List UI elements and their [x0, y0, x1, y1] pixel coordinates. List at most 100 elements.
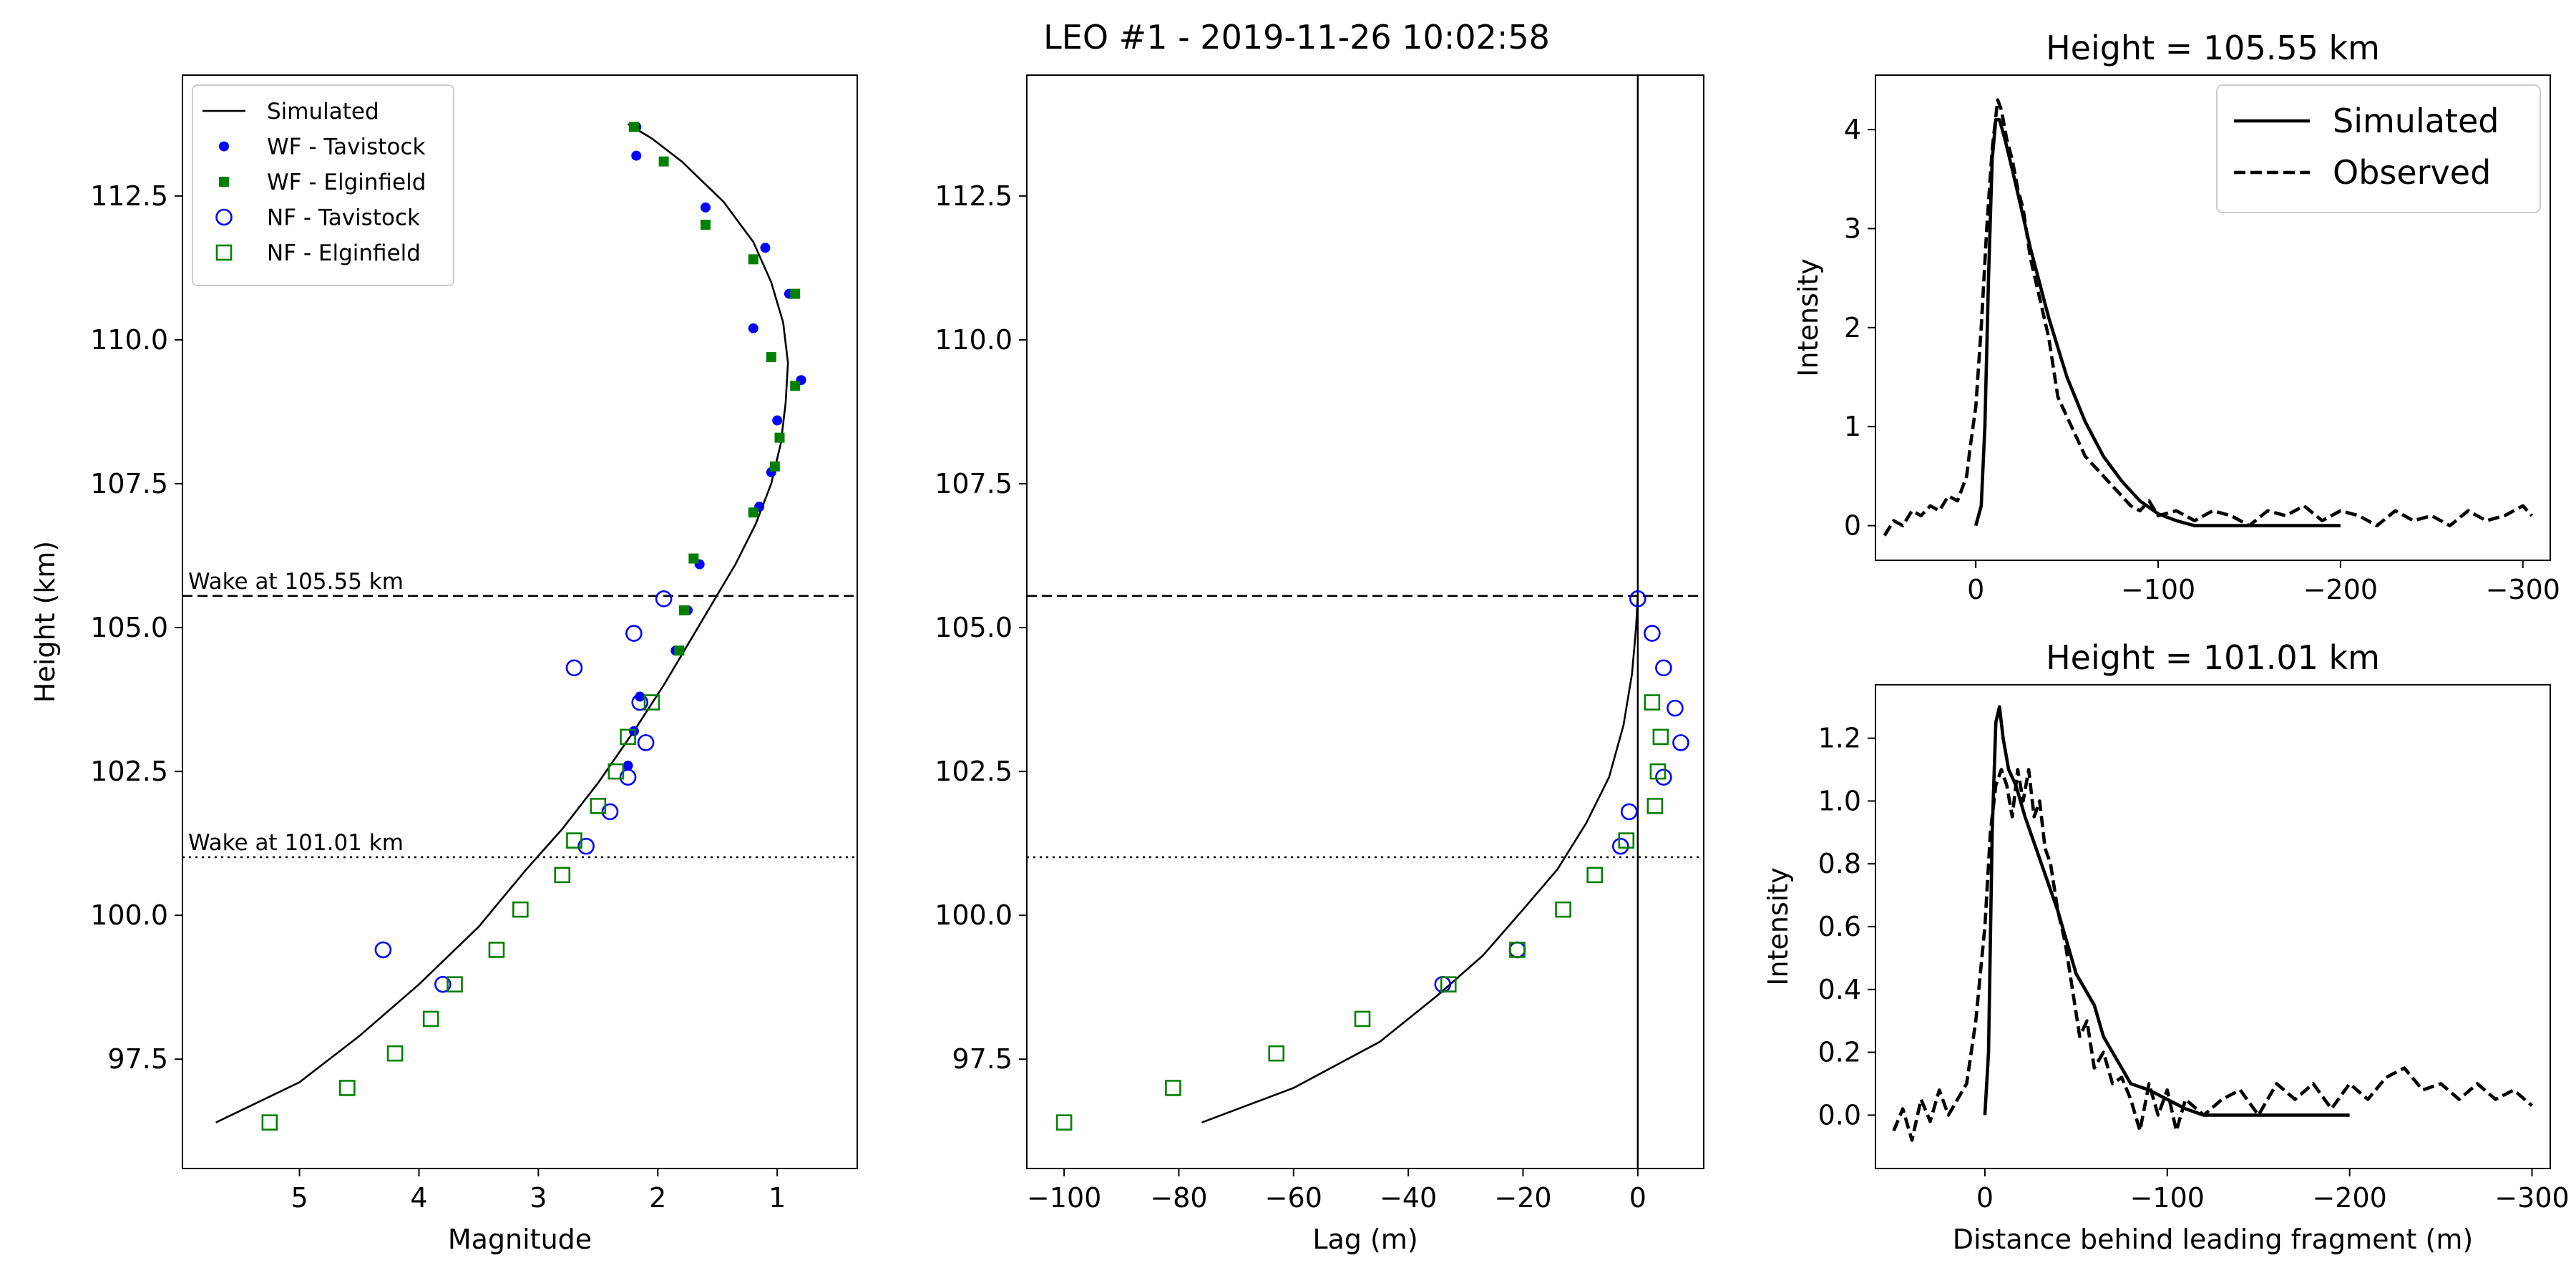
wake2-ytick-label: 0.6: [1818, 911, 1861, 942]
lag-point: [1652, 728, 1669, 746]
mag-point: [766, 352, 776, 363]
lag-point: [1586, 867, 1603, 884]
mag-simulated-line: [215, 123, 789, 1123]
mag-ytick-label: 112.5: [90, 180, 168, 212]
mag-xtick-label: 1: [769, 1182, 786, 1214]
lag-xtick-label: −100: [1027, 1182, 1101, 1214]
mag-x-axis-label: Magnitude: [448, 1224, 592, 1255]
wake1-ytick-label: 1: [1844, 411, 1861, 442]
mag-point: [760, 243, 771, 253]
mag-ytick-label: 100.0: [90, 899, 168, 931]
lag-point: [1655, 769, 1672, 786]
wake-101-panel: 0 −100 −200 −300 0.0 0.2 0.4 0.6 0.8 1.0 1.2 Distan…: [1762, 638, 2570, 1255]
lag-point: [1646, 798, 1664, 814]
lag-point: [1672, 734, 1689, 751]
mag-point: [565, 659, 583, 677]
mag-point: [774, 432, 785, 443]
mag-legend-box: [192, 84, 454, 286]
mag-point: [748, 254, 758, 265]
lag-point: [1508, 941, 1526, 959]
wake2-ytick-label: 0.2: [1818, 1037, 1861, 1068]
lag-xtick-label: 0: [1629, 1182, 1646, 1214]
mag-point: [619, 769, 637, 786]
mag-legend-label: WF - Tavistock: [267, 135, 425, 160]
magnitude-panel: 5 4 3 2 1 97.5 100.0 102.5 105.0 107.5 110.0 112.5 M…: [29, 74, 858, 1255]
wake1-ytick-label: 3: [1844, 213, 1861, 244]
wake2-observed-line: [1892, 768, 2533, 1142]
mag-xtick-label: 2: [649, 1182, 666, 1214]
lag-point: [1055, 1114, 1073, 1131]
wake2-title: Height = 101.01 km: [2046, 638, 2380, 677]
mag-point: [434, 975, 452, 993]
mag-point: [655, 590, 673, 608]
wake2-simulated-line: [1983, 705, 2350, 1117]
mag-point: [374, 941, 392, 959]
lag-xtick-label: −60: [1265, 1182, 1322, 1214]
mag-point: [769, 461, 780, 472]
lag-point: [1440, 976, 1457, 992]
mag-point: [620, 728, 636, 746]
mag-point: [339, 1080, 356, 1096]
wake1-ytick-label: 2: [1844, 312, 1861, 343]
mag-xtick-label: 3: [530, 1182, 547, 1214]
lag-point: [1620, 803, 1638, 821]
wake1-xtick-label: −200: [2303, 574, 2378, 605]
mag-legend-label: Simulated: [267, 99, 379, 125]
mag-point: [512, 901, 529, 918]
wake1-xtick-label: 0: [1967, 574, 1984, 605]
mag-legend-point: [215, 208, 233, 226]
wake2-xtick-label: −300: [2494, 1182, 2569, 1214]
wake1-axes-frame: [1875, 74, 2551, 561]
lag-point: [1611, 837, 1629, 855]
lag-point: [1649, 763, 1667, 780]
mag-legend-point: [219, 177, 229, 187]
mag-legend-point: [215, 244, 233, 261]
mag-point: [590, 798, 607, 814]
mag-point: [631, 150, 642, 161]
lag-plot-area: [1027, 75, 1704, 1169]
mag-wake-label: Wake at 101.01 km: [188, 830, 404, 856]
mag-point: [566, 832, 582, 849]
lag-ytick-label: 100.0: [935, 899, 1013, 931]
mag-point: [678, 605, 689, 615]
mag-legend-label: NF - Tavistock: [267, 205, 420, 231]
wake1-legend-box: [2216, 84, 2541, 213]
wake2-ytick-label: 0.0: [1818, 1099, 1861, 1131]
wake2-plot-area: [1892, 705, 2533, 1142]
lag-panel: −100 −80 −60 −40 −20 0 97.5 100.0 102.5 105.0 107.…: [935, 74, 1704, 1255]
lag-xtick-label: −40: [1380, 1182, 1437, 1214]
mag-point: [601, 803, 619, 821]
lag-ytick-label: 105.0: [935, 612, 1013, 643]
mag-legend-label: WF - Elginfield: [267, 170, 426, 195]
mag-plot-area: [182, 122, 857, 1131]
mag-point: [554, 867, 571, 884]
lag-ytick-label: 112.5: [935, 180, 1013, 212]
mag-point: [623, 761, 633, 771]
mag-point: [386, 1045, 404, 1062]
mag-ytick-label: 102.5: [90, 756, 168, 787]
lag-simulated-line: [1201, 595, 1639, 1123]
lag-point: [1655, 659, 1672, 677]
wake2-xtick-label: −200: [2312, 1182, 2386, 1214]
lag-point: [1667, 699, 1684, 717]
lag-ytick-label: 97.5: [952, 1043, 1013, 1075]
lag-ytick-label: 107.5: [935, 468, 1013, 499]
mag-legend-point: [219, 141, 229, 152]
mag-xtick-label: 4: [410, 1182, 427, 1214]
wake1-ytick-label: 4: [1844, 114, 1861, 145]
wake2-ytick-label: 1.2: [1818, 723, 1861, 754]
mag-point: [772, 415, 783, 426]
mag-point: [748, 323, 758, 333]
lag-point: [1165, 1080, 1181, 1096]
mag-point: [748, 507, 758, 518]
mag-point: [628, 726, 639, 736]
wake2-y-axis-label: Intensity: [1762, 867, 1794, 985]
lag-point: [1629, 590, 1646, 608]
mag-ytick-label: 107.5: [90, 468, 168, 499]
wake2-axes-frame: [1875, 684, 2551, 1169]
lag-ytick-label: 102.5: [935, 756, 1013, 787]
wake2-ytick-label: 0.4: [1818, 974, 1861, 1005]
wake1-observed-line: [1883, 98, 2534, 537]
mag-y-axis-label: Height (km): [29, 541, 61, 703]
mag-point: [637, 734, 655, 751]
